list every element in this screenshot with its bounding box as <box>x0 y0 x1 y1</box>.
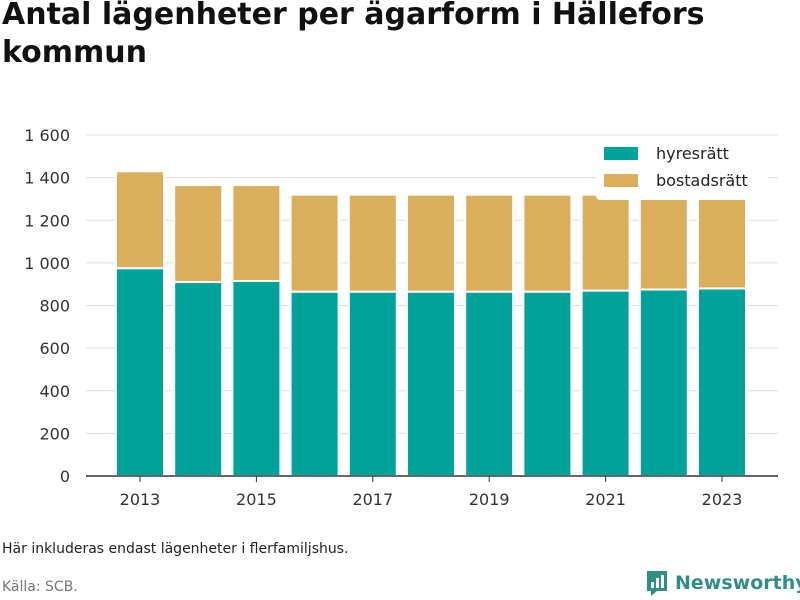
bar-bostadsratt-2016 <box>289 193 340 293</box>
legend: hyresrätt bostadsrätt <box>596 140 768 200</box>
bar-hyresratt-2015 <box>231 279 282 477</box>
bar-hyresratt-2020 <box>522 290 573 477</box>
bar-bostadsratt-2020 <box>522 193 573 293</box>
bar-bostadsratt-2019 <box>464 193 515 293</box>
bars <box>115 170 747 478</box>
bar-hyresratt-2017 <box>347 290 398 477</box>
bar-bostadsratt-2013 <box>115 170 165 270</box>
bar-hyresratt-2023 <box>697 287 747 478</box>
bar-hyresratt-2016 <box>289 290 340 477</box>
x-tick-label: 2015 <box>236 490 277 509</box>
y-tick-label: 1 400 <box>24 169 70 188</box>
legend-swatch-bostadsratt <box>604 174 638 187</box>
bar-bostadsratt-2022 <box>638 197 689 291</box>
x-tick-label: 2023 <box>702 490 743 509</box>
chart-title: Antal lägenheter per ägarform i Hällefor… <box>2 0 705 70</box>
bar-bostadsratt-2014 <box>173 184 224 284</box>
newsworthy-logo-icon <box>647 571 667 596</box>
brand-name: Newsworthy <box>675 572 800 594</box>
legend-background <box>596 140 768 200</box>
legend-label-bostadsratt: bostadsrätt <box>656 171 748 190</box>
x-tick-label: 2017 <box>352 490 393 509</box>
y-tick-label: 600 <box>39 339 70 358</box>
bar-hyresratt-2021 <box>580 289 631 477</box>
x-tick-label: 2019 <box>469 490 510 509</box>
axes: 0 200 400 600 800 1 000 1 200 1 400 1 600 2013 201… <box>24 126 778 509</box>
y-tick-label: 800 <box>39 297 70 316</box>
bar-bostadsratt-2017 <box>347 193 398 293</box>
brand-logo: Newsworthy <box>645 568 800 598</box>
source-label: Källa: SCB. <box>2 579 78 595</box>
y-tick-label: 1 200 <box>24 211 70 230</box>
x-tick-label: 2013 <box>120 490 161 509</box>
x-tick-label: 2021 <box>585 490 626 509</box>
bar-bostadsratt-2018 <box>406 193 456 293</box>
footnote: Här inkluderas endast lägenheter i flerf… <box>2 541 349 557</box>
bar-bostadsratt-2021 <box>580 193 631 292</box>
bar-bostadsratt-2015 <box>231 184 282 282</box>
bar-hyresratt-2018 <box>406 290 456 477</box>
bar-bostadsratt-2023 <box>697 197 747 290</box>
bar-hyresratt-2022 <box>638 288 689 477</box>
y-tick-label: 400 <box>39 382 70 401</box>
legend-swatch-hyresratt <box>604 147 638 160</box>
y-tick-label: 0 <box>60 467 70 486</box>
chart: 0 200 400 600 800 1 000 1 200 1 400 1 600 2013 201… <box>24 126 778 509</box>
y-tick-label: 1 000 <box>24 254 70 273</box>
legend-label-hyresratt: hyresrätt <box>656 144 729 163</box>
bar-hyresratt-2014 <box>173 281 224 477</box>
y-tick-label: 200 <box>39 424 70 443</box>
bar-hyresratt-2019 <box>464 290 515 477</box>
y-tick-label: 1 600 <box>24 126 70 145</box>
bar-hyresratt-2013 <box>115 267 165 477</box>
